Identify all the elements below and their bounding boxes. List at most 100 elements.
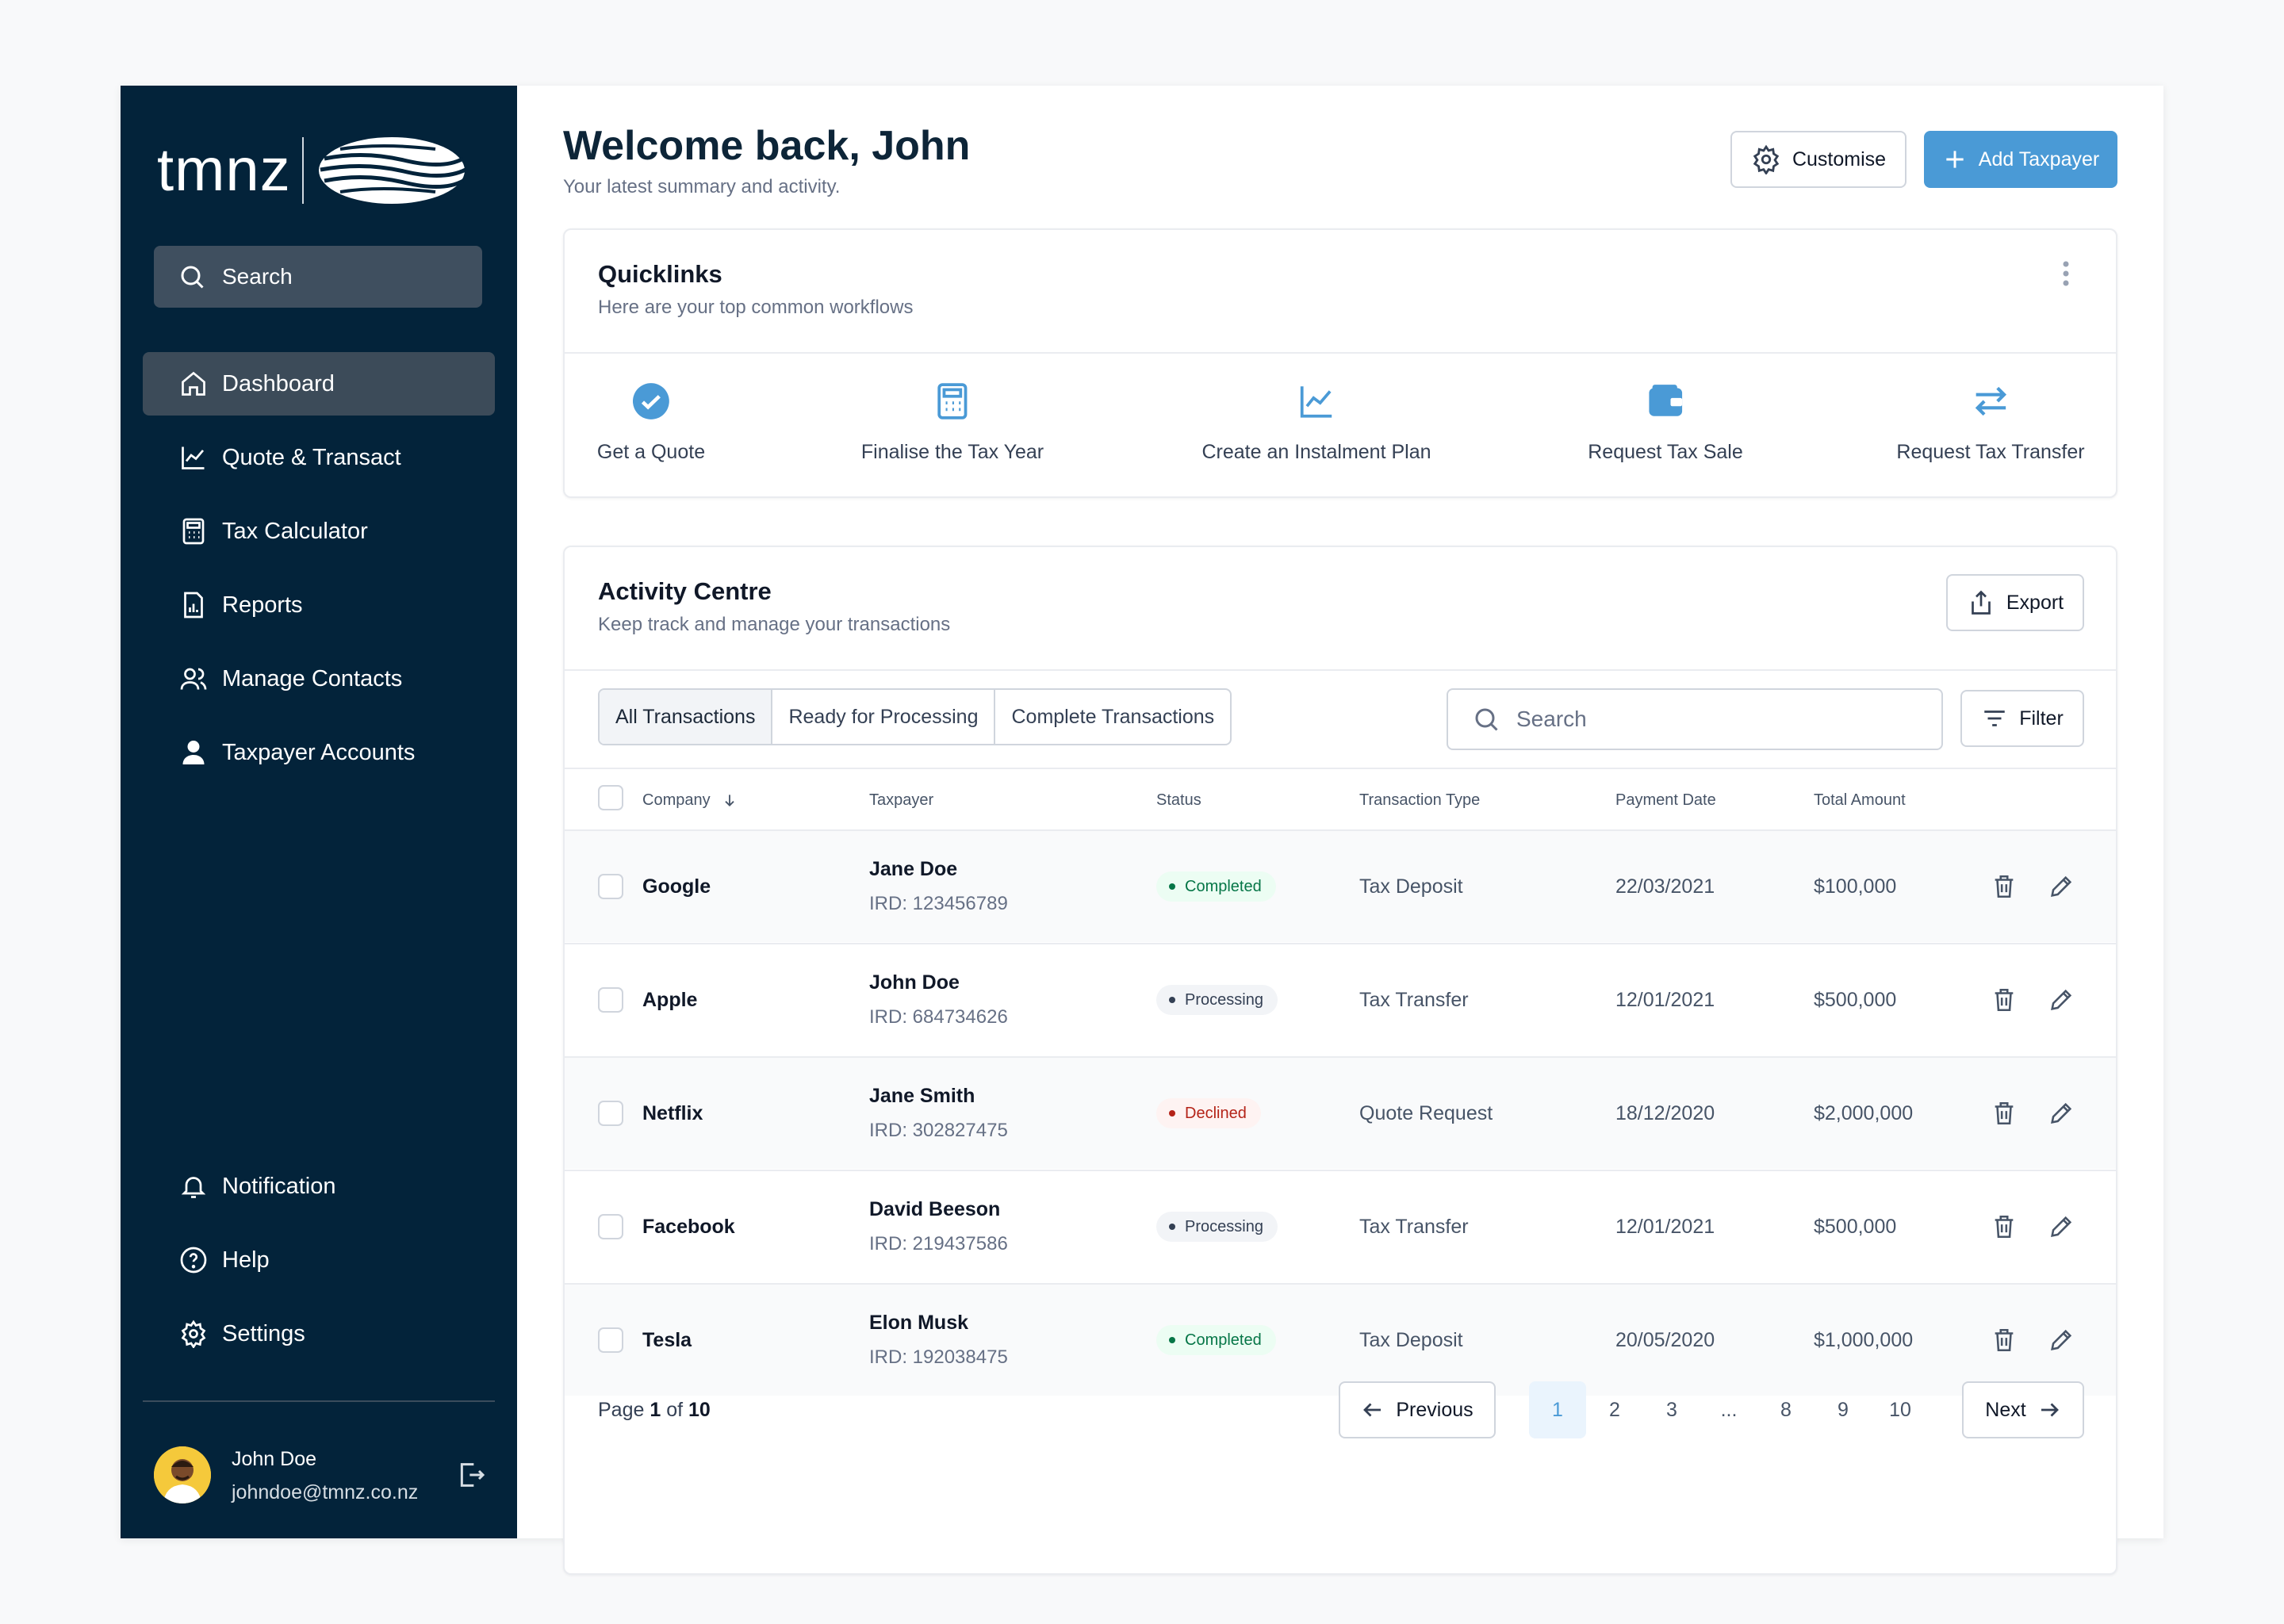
taxpayer-name: Jane Smith [869,1085,975,1107]
brand-logo[interactable]: tmnz [157,135,467,206]
row-checkbox[interactable] [598,1327,623,1353]
nav-item-help[interactable]: Help [143,1228,495,1292]
edit-icon[interactable] [2048,944,2075,1055]
row-checkbox[interactable] [598,874,623,899]
nav-item-manage-contacts[interactable]: Manage Contacts [143,647,495,710]
transaction-search-input[interactable]: Search [1447,688,1943,750]
page-number[interactable]: 1 [1529,1381,1586,1438]
nav-label: Taxpayer Accounts [222,739,416,765]
delete-icon[interactable] [1991,831,2018,942]
chart-line-icon [1297,381,1336,422]
quicklink-instalment-plan[interactable]: Create an Instalment Plan [1201,381,1431,464]
logo-divider [301,137,304,204]
avatar[interactable] [154,1446,211,1503]
page-ellipsis: ... [1720,1398,1738,1421]
delete-icon[interactable] [1991,1285,2018,1396]
row-checkbox[interactable] [598,1214,623,1239]
column-transaction-type: Transaction Type [1359,791,1481,809]
nav-item-quote-transact[interactable]: Quote & Transact [143,426,495,489]
search-icon [178,262,206,291]
quicklinks-title: Quicklinks [598,260,722,288]
check-circle-icon [631,381,671,422]
add-taxpayer-label: Add Taxpayer [1978,147,2100,170]
help-icon [178,1246,209,1274]
activity-card: Activity Centre Keep track and manage yo… [563,546,2117,1575]
arrow-right-icon [2037,1398,2061,1422]
select-all-checkbox[interactable] [598,785,623,810]
tab-complete-transactions[interactable]: Complete Transactions [1011,705,1215,728]
next-label: Next [1985,1398,2026,1421]
app-window: tmnz Search Dashboard [121,86,2163,1575]
edit-icon[interactable] [2048,1058,2075,1169]
nav-label: Dashboard [222,370,335,396]
nav-label: Tax Calculator [222,518,368,544]
nav-label: Settings [222,1320,305,1346]
quicklink-label: Request Tax Transfer [1896,441,2085,463]
logout-icon[interactable] [455,1459,487,1491]
wave-logo-icon [318,137,466,204]
table-row[interactable]: Tesla Elon Musk IRD: 192038475 Completed Tax… [565,1283,2116,1396]
row-checkbox[interactable] [598,987,623,1013]
column-label: Company [642,791,711,809]
next-button[interactable]: Next [1962,1381,2084,1438]
quicklink-get-quote[interactable]: Get a Quote [597,381,705,464]
nav-item-settings[interactable]: Settings [143,1302,495,1365]
previous-button[interactable]: Previous [1339,1381,1496,1438]
nav-item-reports[interactable]: Reports [143,573,495,637]
sidebar-search[interactable]: Search [154,246,482,308]
status-badge: Processing [1156,1212,1278,1242]
more-options-icon[interactable] [2062,260,2070,287]
table-row[interactable]: Facebook David Beeson IRD: 219437586 Proces… [565,1170,2116,1282]
table-row[interactable]: Netflix Jane Smith IRD: 302827475 Declined Q… [565,1056,2116,1169]
filter-button[interactable]: Filter [1960,690,2084,747]
nav-item-dashboard[interactable]: Dashboard [143,352,495,416]
delete-icon[interactable] [1991,1058,2018,1169]
nav-label: Manage Contacts [222,665,403,691]
filter-icon [1981,705,2008,732]
current-page: 1 [650,1399,661,1421]
delete-icon[interactable] [1991,1171,2018,1282]
page-number[interactable]: 2 [1609,1398,1620,1421]
nav-item-notification[interactable]: Notification [143,1155,495,1218]
edit-icon[interactable] [2048,1171,2075,1282]
company-name: Facebook [642,1215,735,1238]
page-number[interactable]: 10 [1889,1398,1911,1421]
tab-all-transactions[interactable]: All Transactions [600,690,773,744]
quicklink-label: Create an Instalment Plan [1201,441,1431,463]
customise-button[interactable]: Customise [1730,131,1907,188]
company-name: Apple [642,988,698,1011]
payment-date: 12/01/2021 [1615,988,1715,1011]
column-company[interactable]: Company [642,769,738,831]
company-name: Tesla [642,1328,692,1351]
add-taxpayer-button[interactable]: Add Taxpayer [1924,131,2117,188]
status-dot [1169,1224,1175,1230]
edit-icon[interactable] [2048,831,2075,942]
payment-date: 20/05/2020 [1615,1328,1715,1351]
quicklink-request-tax-sale[interactable]: Request Tax Sale [1588,381,1743,464]
report-icon [178,591,209,619]
page-number[interactable]: 9 [1838,1398,1849,1421]
customise-label: Customise [1792,147,1887,170]
table-row[interactable]: Apple John Doe IRD: 684734626 Processing Tax… [565,943,2116,1055]
nav-item-taxpayer-accounts[interactable]: Taxpayer Accounts [143,721,495,784]
of-word: of [666,1399,684,1421]
status-dot [1169,997,1175,1003]
sidebar-search-label: Search [222,264,293,289]
row-checkbox[interactable] [598,1101,623,1126]
arrow-left-icon [1361,1398,1385,1422]
column-taxpayer: Taxpayer [869,791,934,809]
edit-icon[interactable] [2048,1285,2075,1396]
user-profile[interactable]: John Doe johndoe@tmnz.co.nz [154,1438,487,1510]
page-word: Page [598,1399,645,1421]
page-number[interactable]: 3 [1666,1398,1677,1421]
quicklink-label: Request Tax Sale [1588,441,1743,463]
nav-item-tax-calculator[interactable]: Tax Calculator [143,500,495,563]
quicklink-request-tax-transfer[interactable]: Request Tax Transfer [1896,381,2085,464]
export-button[interactable]: Export [1946,574,2084,631]
page-number[interactable]: 8 [1780,1398,1792,1421]
quicklink-finalise-tax-year[interactable]: Finalise the Tax Year [861,381,1044,464]
tab-ready-for-processing[interactable]: Ready for Processing [772,690,996,744]
delete-icon[interactable] [1991,944,2018,1055]
taxpayer-name: John Doe [869,971,960,994]
table-row[interactable]: Google Jane Doe IRD: 123456789 Completed Tax… [565,829,2116,942]
